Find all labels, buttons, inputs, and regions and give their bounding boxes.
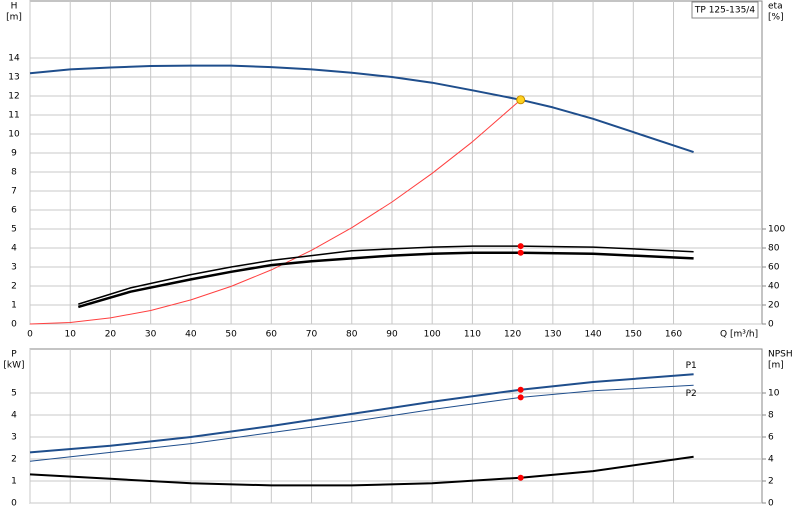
x-tick-label: 140 <box>584 330 601 340</box>
y-axis-label: P <box>11 350 17 360</box>
y-tick-label: 4 <box>11 411 17 421</box>
y2-tick-label: 100 <box>768 225 785 235</box>
chart-title: TP 125-135/4 <box>694 6 755 16</box>
y-tick-label: 11 <box>8 111 19 121</box>
y2-tick-label: 40 <box>768 282 780 292</box>
x-tick-label: 50 <box>225 330 237 340</box>
y2-tick-label: 10 <box>768 389 780 399</box>
y-tick-label: 1 <box>11 477 17 487</box>
x-tick-label: 150 <box>625 330 642 340</box>
y-tick-label: 3 <box>11 433 17 443</box>
x-tick-label: 10 <box>64 330 76 340</box>
y-tick-label: 4 <box>11 244 17 254</box>
y-tick-label: 5 <box>11 389 17 399</box>
duty-point <box>517 243 524 250</box>
y2-tick-label: 80 <box>768 244 780 254</box>
y-axis-unit: [kW] <box>3 361 24 371</box>
duty-point <box>517 249 524 256</box>
series-label: P1 <box>686 361 697 371</box>
x-tick-label: 160 <box>665 330 682 340</box>
series-line <box>29 373 694 454</box>
y-tick-label: 9 <box>11 149 17 159</box>
series-line <box>29 455 694 487</box>
y-axis-label: H <box>11 2 18 12</box>
y-tick-label: 13 <box>8 73 19 83</box>
x-tick-label: 110 <box>464 330 481 340</box>
y-tick-label: 2 <box>11 282 17 292</box>
y2-tick-label: 2 <box>768 477 774 487</box>
series-line <box>77 251 694 309</box>
x-axis-label: Q [m³/h] <box>720 330 758 340</box>
y-tick-label: 7 <box>11 187 17 197</box>
y2-tick-label: 20 <box>768 301 780 311</box>
y-axis-unit: [m] <box>6 13 22 23</box>
y2-axis-label: NPSH <box>768 350 793 360</box>
y2-tick-label: 0 <box>768 499 774 509</box>
y-tick-label: 0 <box>11 320 17 330</box>
y2-axis-label: eta <box>768 2 783 12</box>
y-tick-label: 1 <box>11 301 17 311</box>
series-line <box>29 99 522 325</box>
duty-point <box>517 386 524 393</box>
duty-point <box>516 95 526 105</box>
x-tick-label: 80 <box>346 330 358 340</box>
x-tick-label: 60 <box>266 330 278 340</box>
y-tick-label: 2 <box>11 455 17 465</box>
x-tick-label: 100 <box>424 330 441 340</box>
y2-tick-label: 0 <box>768 320 774 330</box>
series-line <box>29 384 694 462</box>
y-tick-label: 3 <box>11 263 17 273</box>
y-tick-label: 6 <box>11 206 17 216</box>
x-tick-label: 30 <box>145 330 157 340</box>
series-line <box>29 64 694 154</box>
x-tick-label: 0 <box>27 330 33 340</box>
series-label: P2 <box>686 389 697 399</box>
x-tick-label: 20 <box>105 330 117 340</box>
y2-tick-label: 60 <box>768 263 780 273</box>
y2-tick-label: 8 <box>768 411 774 421</box>
x-tick-label: 40 <box>185 330 197 340</box>
x-tick-label: 90 <box>386 330 398 340</box>
duty-point <box>517 474 524 481</box>
y-tick-label: 8 <box>11 168 17 178</box>
y-tick-label: 0 <box>11 499 17 509</box>
x-tick-label: 120 <box>504 330 521 340</box>
y-tick-label: 10 <box>8 130 20 140</box>
y2-axis-unit: [m] <box>768 361 784 371</box>
y2-tick-label: 6 <box>768 433 774 443</box>
y-tick-label: 14 <box>8 54 20 64</box>
x-tick-label: 70 <box>306 330 318 340</box>
y-tick-label: 5 <box>11 225 17 235</box>
y-tick-label: 12 <box>8 92 19 102</box>
y2-tick-label: 4 <box>768 455 774 465</box>
legend-box <box>691 1 759 19</box>
series-line <box>78 245 694 305</box>
duty-point <box>517 394 524 401</box>
x-tick-label: 130 <box>544 330 561 340</box>
y2-axis-unit: [%] <box>768 13 784 23</box>
